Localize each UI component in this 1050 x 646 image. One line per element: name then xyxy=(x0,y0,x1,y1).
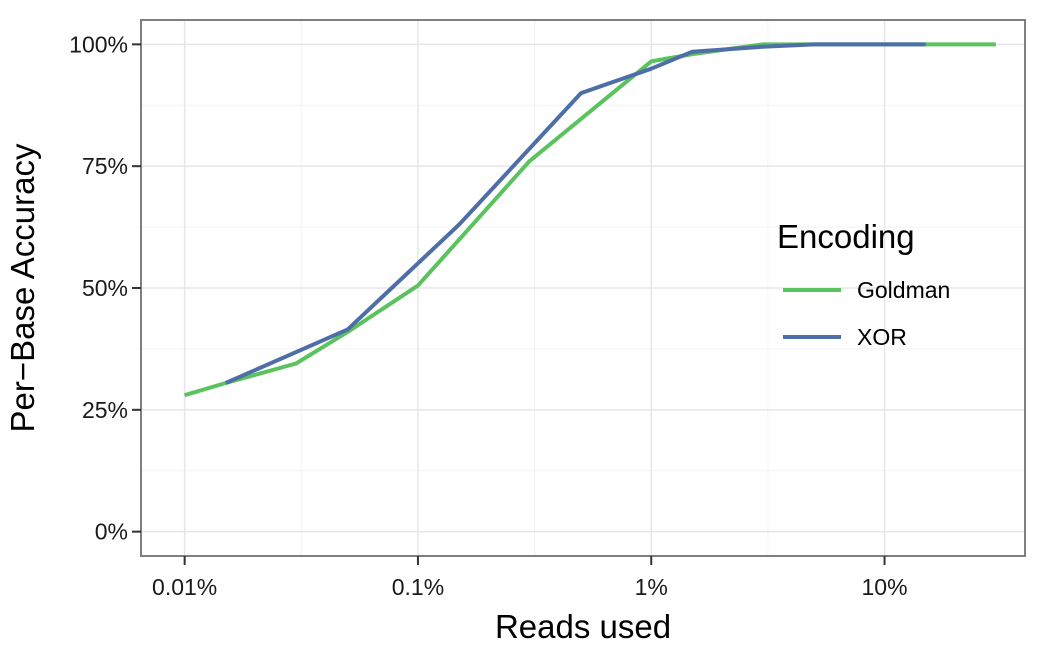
major-gridlines xyxy=(141,20,1025,556)
x-tick-label: 0.01% xyxy=(152,574,217,600)
x-tick-label: 0.1% xyxy=(392,574,444,600)
y-axis: 0% 25% 50% 75% 100% xyxy=(69,31,141,545)
series-lines xyxy=(184,42,996,398)
x-tick-label: 1% xyxy=(635,574,668,600)
y-tick-label: 0% xyxy=(95,519,128,545)
x-axis-title: Reads used xyxy=(495,608,671,645)
y-axis-title: Per−Base Accuracy xyxy=(4,143,41,432)
x-tick-label: 10% xyxy=(862,574,908,600)
y-tick-label: 75% xyxy=(82,153,128,179)
legend: Encoding Goldman XOR xyxy=(777,218,950,350)
x-axis: 0.01% 0.1% 1% 10% xyxy=(152,556,908,600)
legend-title: Encoding xyxy=(777,218,915,255)
y-tick-label: 25% xyxy=(82,397,128,423)
legend-label-xor: XOR xyxy=(857,324,907,350)
series-line-xor xyxy=(224,42,926,385)
y-tick-label: 100% xyxy=(69,31,128,57)
legend-label-goldman: Goldman xyxy=(857,277,950,303)
y-tick-label: 50% xyxy=(82,275,128,301)
